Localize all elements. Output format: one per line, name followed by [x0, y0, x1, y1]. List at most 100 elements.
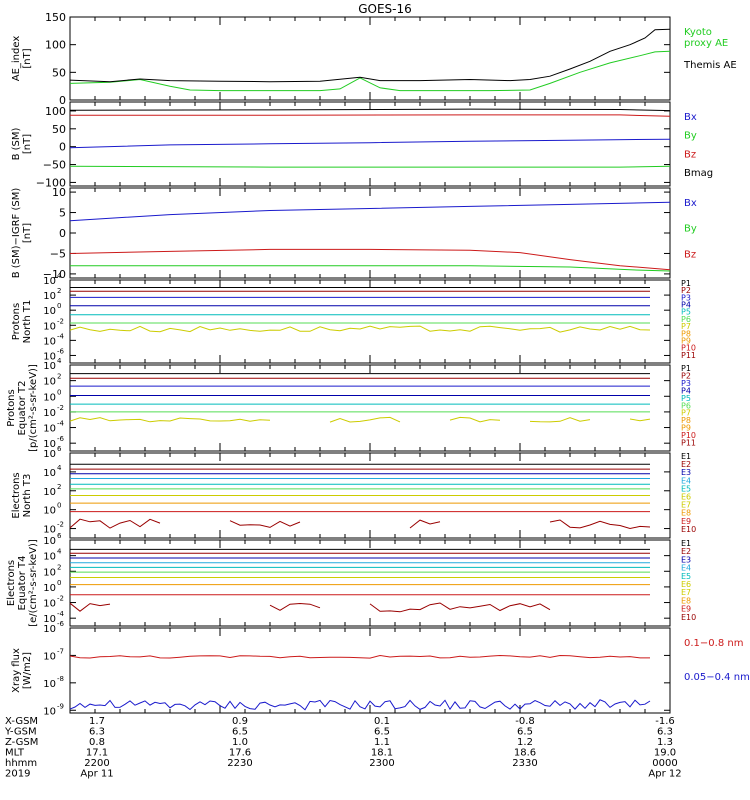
y-tick-label-exponent: 4 — [57, 464, 62, 472]
legend-item: P9 — [681, 336, 691, 345]
y-tick-label: 10 — [43, 449, 56, 460]
legend-item: P9 — [681, 424, 691, 433]
footer-row-value: 0.8 — [89, 737, 105, 748]
y-tick-label: 10 — [43, 583, 56, 594]
y-axis-label: [e/(cm²-s-sr-keV)] — [28, 539, 39, 627]
footer-row-value: 6.3 — [89, 727, 105, 738]
y-tick-label: 10 — [43, 377, 56, 388]
y-tick-label-exponent: 0 — [57, 302, 61, 310]
legend-item: Kyoto — [684, 27, 712, 38]
y-tick-label: −5 — [50, 247, 66, 260]
legend-item: E9 — [681, 605, 691, 614]
footer-row-label: hhmm — [5, 758, 37, 769]
y-axis-label: [nT] — [22, 223, 33, 243]
footer-row-value: 6.5 — [374, 727, 390, 738]
footer-row-value: 18.6 — [514, 748, 536, 759]
y-tick-label: 10 — [43, 614, 56, 625]
footer-row-value: 1.3 — [657, 737, 673, 748]
legend-item: P3 — [681, 379, 691, 388]
y-axis-label: B (SM)−IGRF (SM) — [11, 188, 22, 279]
legend-item: P5 — [681, 394, 691, 403]
legend-item: 0.1−0.8 nm — [684, 638, 743, 649]
y-tick-label-exponent: 6 — [57, 445, 62, 453]
legend-item: P2 — [681, 286, 691, 295]
series-line-0-1-0-8-nm — [69, 654, 650, 659]
y-tick-label-exponent: -4 — [57, 332, 65, 340]
legend-item: P10 — [681, 344, 696, 353]
footer-row-label: X-GSM — [5, 716, 38, 727]
y-tick-label-exponent: -6 — [57, 620, 65, 628]
footer-row-value: 2300 — [369, 758, 394, 769]
y-tick-label: 10 — [43, 651, 56, 662]
y-tick-label: 100 — [45, 105, 66, 118]
footer-row-value: 0000 — [652, 758, 677, 769]
legend-item: E4 — [681, 476, 691, 485]
series-line-bmag — [69, 108, 671, 112]
y-tick-label: 10 — [43, 536, 56, 547]
legend-item: P3 — [681, 293, 691, 302]
footer-row-value: 19.0 — [654, 748, 676, 759]
legend-item: P1 — [681, 364, 691, 373]
y-tick-label: 5 — [59, 207, 66, 220]
footer-row-value: 17.6 — [229, 748, 251, 759]
y-axis-label: AE_index — [11, 36, 22, 82]
y-tick-label: 10 — [43, 321, 56, 332]
footer-row-value: 1.7 — [89, 716, 105, 727]
ephemeris-footer: X-GSM 1.7 0.9 0.1 -0.8 -1.6 Y-GSM 6.3 6.5 6.5 6.5 6… — [4, 716, 682, 780]
y-axis-label: Electrons — [11, 472, 22, 518]
footer-row-value: 2200 — [84, 758, 109, 769]
panel-2: 100 50 0 −50 −100 B (SM) [nT] Bx By Bz Bmag — [11, 101, 713, 189]
footer-row-value: 6.3 — [657, 727, 673, 738]
y-tick-label-exponent: -6 — [57, 347, 65, 355]
legend-item: Bz — [684, 249, 696, 260]
y-tick-label-exponent: 6 — [57, 532, 62, 540]
series-line-bx — [69, 201, 671, 222]
footer-row-value: -1.6 — [655, 716, 675, 727]
legend-item: E7 — [681, 588, 691, 597]
legend-item: P6 — [681, 401, 691, 410]
y-tick-label: 10 — [43, 276, 56, 287]
y-tick-label-exponent: -2 — [57, 521, 64, 529]
y-tick-label-exponent: -2 — [57, 595, 64, 603]
panel-frame — [69, 16, 671, 101]
legend-item: P4 — [681, 386, 691, 395]
y-tick-label: 10 — [43, 306, 56, 317]
footer-row-value: 1.0 — [232, 737, 248, 748]
legend-item: E9 — [681, 517, 691, 526]
y-tick-label: 10 — [43, 351, 56, 362]
y-tick-label: −100 — [36, 176, 66, 189]
legend-item: E3 — [681, 555, 691, 564]
series-line-themis-ae — [69, 28, 671, 83]
legend-item: E3 — [681, 468, 691, 477]
legend-item: P6 — [681, 315, 691, 324]
legend-item: P10 — [681, 431, 696, 440]
y-tick-label: 10 — [43, 552, 56, 563]
series-line-bz — [69, 248, 671, 271]
y-tick-label-exponent: -6 — [57, 435, 65, 443]
y-tick-label: 10 — [52, 186, 66, 199]
legend-item: By — [684, 131, 697, 142]
y-tick-label: 10 — [43, 567, 56, 578]
legend-item: 0.05−0.4 nm — [684, 672, 750, 683]
legend-item: P7 — [681, 409, 691, 418]
legend-item: P4 — [681, 301, 691, 310]
legend-item: P5 — [681, 308, 691, 317]
y-tick-label-exponent: 2 — [57, 483, 61, 491]
legend-item: P11 — [681, 351, 696, 360]
series-line-0-05-0-4-nm — [69, 699, 651, 711]
y-axis-label: Electrons — [6, 560, 17, 606]
legend-item: E5 — [681, 572, 691, 581]
y-tick-label: 50 — [52, 66, 66, 79]
legend-item: E10 — [681, 525, 696, 534]
y-axis-label: Equator T4 — [17, 556, 28, 611]
y-tick-label-exponent: 4 — [57, 357, 62, 365]
legend-item: E10 — [681, 613, 696, 622]
y-tick-label-exponent: 0 — [57, 502, 61, 510]
y-axis-label: [nT] — [22, 134, 33, 154]
footer-row-value: -0.8 — [515, 716, 535, 727]
panel-frame — [69, 627, 671, 714]
y-tick-label: 10 — [43, 468, 56, 479]
y-tick-label: 10 — [43, 424, 56, 435]
y-tick-label-exponent: -4 — [57, 610, 65, 618]
